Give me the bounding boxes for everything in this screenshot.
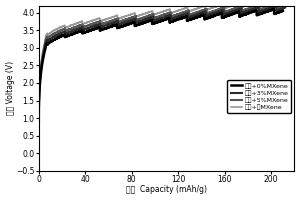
石墨+5%MXene — [50, 34, 53, 37]
石墨+喷MXene — [230, 5, 234, 7]
石墨+喷MXene — [150, 10, 153, 13]
石墨+喷MXene — [156, 12, 160, 15]
石墨+0%MXene — [229, 13, 233, 16]
石墨+0%MXene — [274, 12, 278, 15]
石墨+3%MXene — [50, 37, 53, 40]
石墨+5%MXene — [37, 149, 40, 152]
石墨+3%MXene — [276, 9, 280, 11]
Y-axis label: 电压 Voltage (V): 电压 Voltage (V) — [6, 61, 15, 115]
石墨+喷MXene — [275, 3, 279, 6]
石墨+0%MXene — [272, 8, 276, 10]
石墨+5%MXene — [232, 8, 236, 10]
石墨+3%MXene — [37, 151, 40, 153]
石墨+3%MXene — [276, 9, 280, 11]
石墨+喷MXene — [273, 0, 277, 1]
石墨+0%MXene — [37, 152, 40, 154]
石墨+3%MXene — [283, 6, 287, 9]
石墨+喷MXene — [275, 3, 279, 6]
石墨+5%MXene — [277, 7, 281, 9]
石墨+喷MXene — [282, 1, 286, 3]
石墨+3%MXene — [150, 16, 154, 18]
石墨+0%MXene — [281, 10, 285, 12]
石墨+3%MXene — [231, 10, 235, 12]
石墨+5%MXene — [151, 13, 154, 16]
石墨+5%MXene — [284, 4, 288, 6]
石墨+3%MXene — [157, 18, 160, 20]
Legend: 石墨+0%MXene, 石墨+3%MXene, 石墨+5%MXene, 石墨+喷MXene: 石墨+0%MXene, 石墨+3%MXene, 石墨+5%MXene, 石墨+喷… — [227, 80, 291, 113]
石墨+0%MXene — [49, 40, 53, 43]
Line: 石墨+5%MXene: 石墨+5%MXene — [39, 3, 286, 150]
石墨+5%MXene — [157, 15, 161, 18]
石墨+0%MXene — [156, 21, 159, 23]
Line: 石墨+0%MXene: 石墨+0%MXene — [39, 9, 283, 153]
Line: 石墨+喷MXene: 石墨+喷MXene — [39, 0, 284, 149]
石墨+5%MXene — [278, 7, 281, 9]
石墨+0%MXene — [274, 12, 278, 15]
X-axis label: 容量  Capacity (mAh/g): 容量 Capacity (mAh/g) — [126, 185, 207, 194]
石墨+喷MXene — [37, 148, 40, 150]
Line: 石墨+3%MXene: 石墨+3%MXene — [39, 6, 285, 152]
石墨+3%MXene — [274, 5, 278, 7]
石墨+5%MXene — [275, 2, 279, 4]
石墨+喷MXene — [49, 31, 53, 33]
石墨+0%MXene — [149, 19, 153, 22]
